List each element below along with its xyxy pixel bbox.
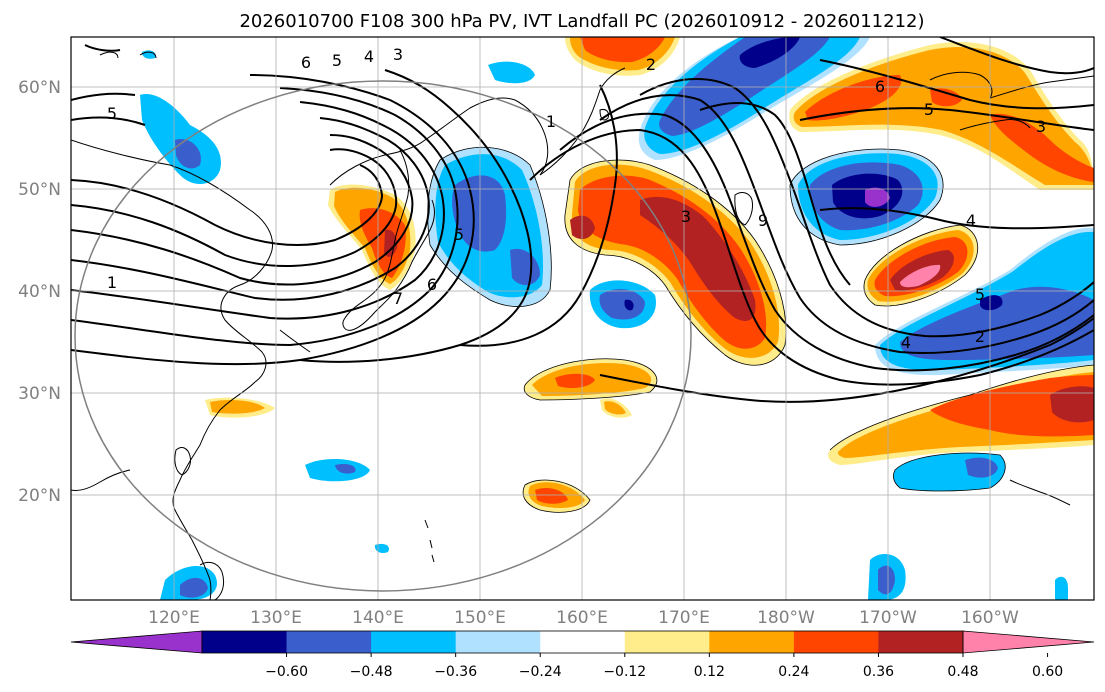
colorbar-segment — [455, 631, 541, 653]
lon-tick-label: 160°E — [556, 608, 608, 628]
positive-anomaly-region-east — [828, 225, 1094, 465]
lat-tick-label: 40°N — [18, 282, 61, 302]
lon-tick-label: 140°E — [352, 608, 404, 628]
colorbar-segment — [540, 631, 626, 653]
colorbar-extend-high — [962, 630, 1095, 654]
contour-label: 4 — [901, 333, 911, 352]
contour-label: 9 — [758, 211, 768, 230]
contour-label: 1 — [546, 112, 556, 131]
lon-tick-label: 170°W — [859, 608, 917, 628]
colorbar-tick-label: 0.48 — [947, 664, 978, 680]
colorbar-segment — [624, 631, 710, 653]
colorbar-tick-label: −0.60 — [265, 664, 308, 680]
positive-anomaly-region-central — [205, 160, 786, 513]
contour-label: 2 — [975, 327, 985, 346]
contour-label: 6 — [427, 275, 437, 294]
contour-label: 3 — [1036, 117, 1046, 136]
lat-tick-label: 50°N — [18, 180, 61, 200]
colorbar — [70, 630, 1095, 654]
lon-tick-label: 120°E — [148, 608, 200, 628]
contour-label: 4 — [966, 211, 976, 230]
pv-anomaly-shading — [140, 37, 1094, 600]
colorbar-segment — [709, 631, 795, 653]
grid-lines — [71, 37, 1094, 600]
colorbar-segment — [202, 631, 288, 653]
lon-tick-label: 180°W — [757, 608, 815, 628]
contour-label: 3 — [681, 207, 691, 226]
colorbar-outline — [201, 630, 964, 654]
lon-tick-label: 150°E — [454, 608, 506, 628]
latitude-labels: 60°N 50°N 40°N 30°N 20°N — [18, 78, 61, 506]
colorbar-segment — [286, 631, 372, 653]
colorbar-tick-label: 0.36 — [863, 664, 894, 680]
colorbar-segment — [878, 631, 964, 653]
colorbar-tick-label: 0.24 — [778, 664, 809, 680]
lat-tick-label: 20°N — [18, 486, 61, 506]
colorbar-tick-label: −0.12 — [603, 664, 646, 680]
contour-label: 6 — [301, 53, 311, 72]
contour-label: 6 — [875, 77, 885, 96]
pv-contours — [71, 37, 1094, 403]
contour-label: 5 — [454, 225, 464, 244]
negative-anomaly-region-west — [140, 94, 221, 185]
contour-label: 3 — [393, 45, 403, 64]
contour-labels: 6 5 4 3 5 1 2 1 6 5 7 3 9 6 5 3 4 5 4 2 — [107, 45, 1046, 352]
colorbar-tick-label: −0.48 — [350, 664, 393, 680]
contour-label: 1 — [107, 273, 117, 292]
contour-label: 5 — [332, 51, 342, 70]
contour-label: 7 — [393, 289, 403, 308]
colorbar-ticks: −0.60 −0.48 −0.36 −0.24 −0.12 0.12 0.24 0.36 0.4… — [265, 653, 1063, 680]
contour-label: 5 — [107, 104, 117, 123]
colorbar-tick-label: −0.24 — [519, 664, 562, 680]
contour-label: 5 — [975, 285, 985, 304]
negative-anomaly-region-japan-east — [427, 147, 552, 307]
map-frame — [70, 36, 1095, 601]
longitude-labels: 120°E 130°E 140°E 150°E 160°E 170°E 180°… — [148, 608, 1019, 628]
map-panel: 6 5 4 3 5 1 2 1 6 5 7 3 9 6 5 3 4 5 4 2 — [71, 37, 1094, 600]
lat-tick-label: 60°N — [18, 78, 61, 98]
target-region-circle — [74, 80, 692, 592]
positive-anomaly-region-japan — [328, 37, 680, 290]
lon-tick-label: 130°E — [250, 608, 302, 628]
lon-tick-label: 160°W — [961, 608, 1019, 628]
colorbar-tick-label: 0.60 — [1032, 664, 1063, 680]
colorbar-segment — [793, 631, 879, 653]
positive-anomaly-region-northeast — [789, 42, 1094, 191]
lon-tick-label: 170°E — [658, 608, 710, 628]
contour-label: 5 — [924, 100, 934, 119]
colorbar-tick-label: −0.36 — [434, 664, 477, 680]
colorbar-tick-label: 0.12 — [694, 664, 725, 680]
colorbar-segment — [371, 631, 457, 653]
figure-title: 2026010700 F108 300 hPa PV, IVT Landfall… — [239, 11, 924, 32]
lat-tick-label: 30°N — [18, 384, 61, 404]
contour-label: 4 — [364, 47, 374, 66]
colorbar-extend-low — [70, 630, 203, 654]
contour-label: 2 — [646, 55, 656, 74]
